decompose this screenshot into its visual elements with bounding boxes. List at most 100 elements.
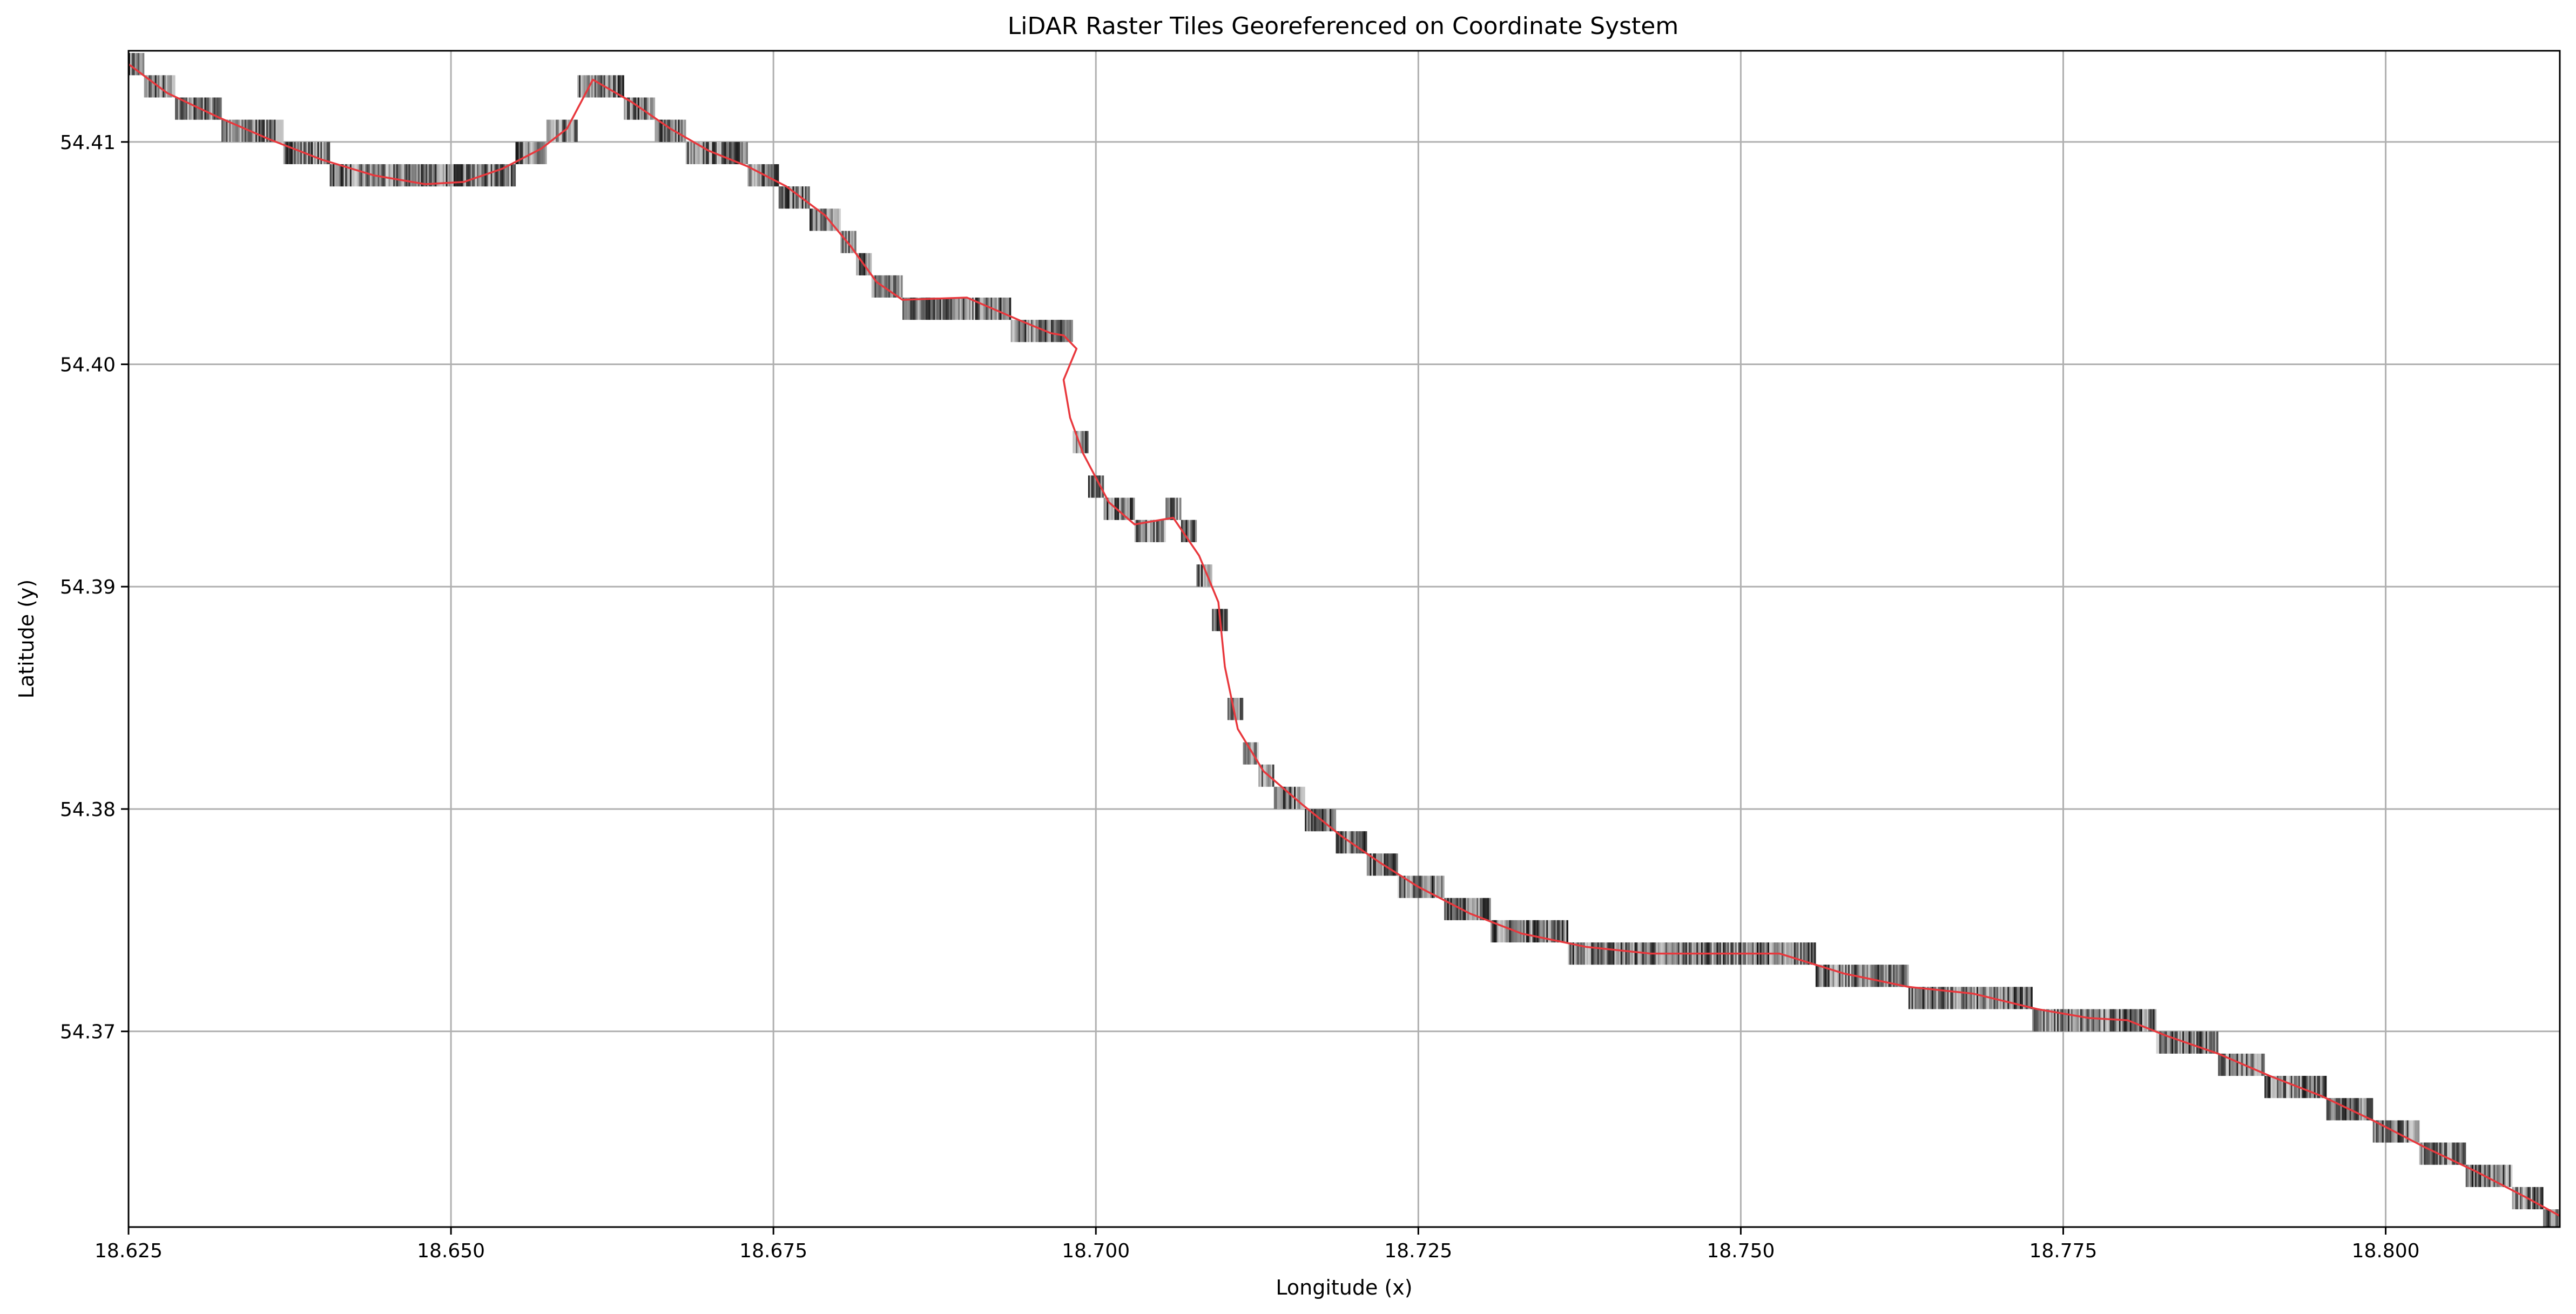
- raster-tile: [2063, 1009, 2079, 1032]
- raster-tile: [1010, 320, 1027, 342]
- raster-tile: [810, 208, 826, 231]
- raster-tiles-layer: [129, 53, 2560, 1227]
- raster-tile: [825, 208, 841, 231]
- y-tick-label: 54.37: [60, 1021, 116, 1043]
- raster-tile: [2249, 1053, 2265, 1076]
- raster-tile: [2311, 1076, 2327, 1099]
- raster-tile: [2372, 1120, 2389, 1143]
- raster-tile: [1073, 431, 1089, 454]
- raster-tile: [1877, 965, 1893, 987]
- raster-tile: [283, 141, 299, 164]
- raster-tile: [2543, 1209, 2559, 1227]
- raster-tile: [2233, 1053, 2249, 1076]
- raster-tile: [2218, 1053, 2234, 1076]
- raster-tile: [624, 97, 640, 120]
- raster-tile: [1119, 497, 1135, 520]
- x-tick-label: 18.675: [739, 1240, 807, 1262]
- raster-tile: [2264, 1076, 2281, 1099]
- raster-tile: [1150, 520, 1166, 542]
- raster-tile: [655, 119, 671, 142]
- x-tick-label: 18.800: [2352, 1240, 2420, 1262]
- y-axis-label: Latitude (y): [15, 579, 38, 699]
- raster-tile: [1862, 965, 1878, 987]
- raster-tile: [1970, 987, 1986, 1009]
- raster-tile: [902, 298, 919, 320]
- raster-tile: [484, 164, 501, 187]
- raster-tile: [933, 298, 949, 320]
- raster-tile: [778, 186, 794, 209]
- x-tick-label: 18.725: [1384, 1240, 1452, 1262]
- raster-tile: [392, 164, 408, 187]
- raster-tile: [500, 164, 516, 187]
- raster-tile: [2465, 1164, 2481, 1187]
- x-axis-ticks: 18.625 18.650 18.675 18.700 18.725 18.750 18.7…: [95, 1227, 2420, 1262]
- raster-tile: [422, 164, 439, 187]
- raster-tile: [2326, 1098, 2342, 1121]
- x-tick-label: 18.625: [95, 1240, 163, 1262]
- raster-tile: [1583, 942, 1600, 965]
- raster-tile: [1537, 920, 1553, 942]
- raster-tile: [747, 164, 764, 187]
- raster-tile: [1351, 831, 1367, 854]
- raster-tile: [2047, 1009, 2064, 1032]
- raster-tile: [1273, 786, 1290, 809]
- raster-tile: [129, 53, 145, 76]
- raster-tile: [717, 141, 733, 164]
- raster-tile: [1552, 920, 1568, 942]
- raster-tile: [1831, 965, 1847, 987]
- raster-tile: [1366, 853, 1383, 876]
- raster-tile: [1305, 809, 1321, 832]
- raster-tile: [1954, 987, 1971, 1009]
- x-axis-label: Longitude (x): [1276, 1276, 1412, 1299]
- raster-tile: [1491, 920, 1507, 942]
- track-layer: [129, 63, 2560, 1217]
- chart-title: LiDAR Raster Tiles Georeferenced on Coor…: [1008, 12, 1679, 40]
- raster-tile: [949, 298, 965, 320]
- raster-tile: [1924, 987, 1940, 1009]
- raster-tile: [1893, 965, 1909, 987]
- raster-tile: [1057, 320, 1073, 342]
- raster-tile: [221, 119, 238, 142]
- raster-tile: [685, 141, 702, 164]
- raster-tile: [1614, 942, 1630, 965]
- raster-tile: [2202, 1031, 2218, 1054]
- raster-tile: [175, 97, 191, 120]
- raster-tile: [2404, 1120, 2420, 1143]
- raster-tile: [995, 298, 1011, 320]
- raster-tile: [1599, 942, 1615, 965]
- raster-tile: [2094, 1009, 2110, 1032]
- raster-tile: [1939, 987, 1955, 1009]
- raster-tile: [1475, 898, 1491, 920]
- raster-tile: [2156, 1031, 2172, 1054]
- raster-tile: [1444, 898, 1460, 920]
- y-tick-label: 54.39: [60, 576, 116, 598]
- raster-tile: [546, 119, 563, 142]
- y-tick-label: 54.41: [60, 132, 116, 154]
- raster-tile: [608, 75, 624, 98]
- y-tick-label: 54.38: [60, 799, 116, 821]
- raster-tile: [1815, 965, 1832, 987]
- raster-tile: [918, 298, 934, 320]
- raster-tile: [887, 275, 903, 298]
- raster-tile: [1784, 942, 1800, 965]
- raster-tile: [267, 119, 284, 142]
- raster-tile: [732, 141, 748, 164]
- raster-tile: [2032, 1009, 2048, 1032]
- y-axis-ticks: 54.37 54.38 54.39 54.40 54.41: [60, 132, 129, 1043]
- raster-tile: [1568, 942, 1584, 965]
- x-tick-label: 18.650: [417, 1240, 485, 1262]
- raster-tile: [453, 164, 470, 187]
- x-tick-label: 18.700: [1062, 1240, 1130, 1262]
- raster-tile: [252, 119, 268, 142]
- raster-tile: [1428, 875, 1445, 898]
- raster-tile: [964, 298, 980, 320]
- raster-tile: [2017, 987, 2033, 1009]
- raster-tile: [2079, 1009, 2095, 1032]
- raster-tile: [1026, 320, 1042, 342]
- x-tick-label: 18.750: [1707, 1240, 1775, 1262]
- raster-tile: [2140, 1009, 2157, 1032]
- plot-frame: [127, 50, 2561, 1228]
- raster-tile: [1908, 987, 1925, 1009]
- raster-tile: [2187, 1031, 2203, 1054]
